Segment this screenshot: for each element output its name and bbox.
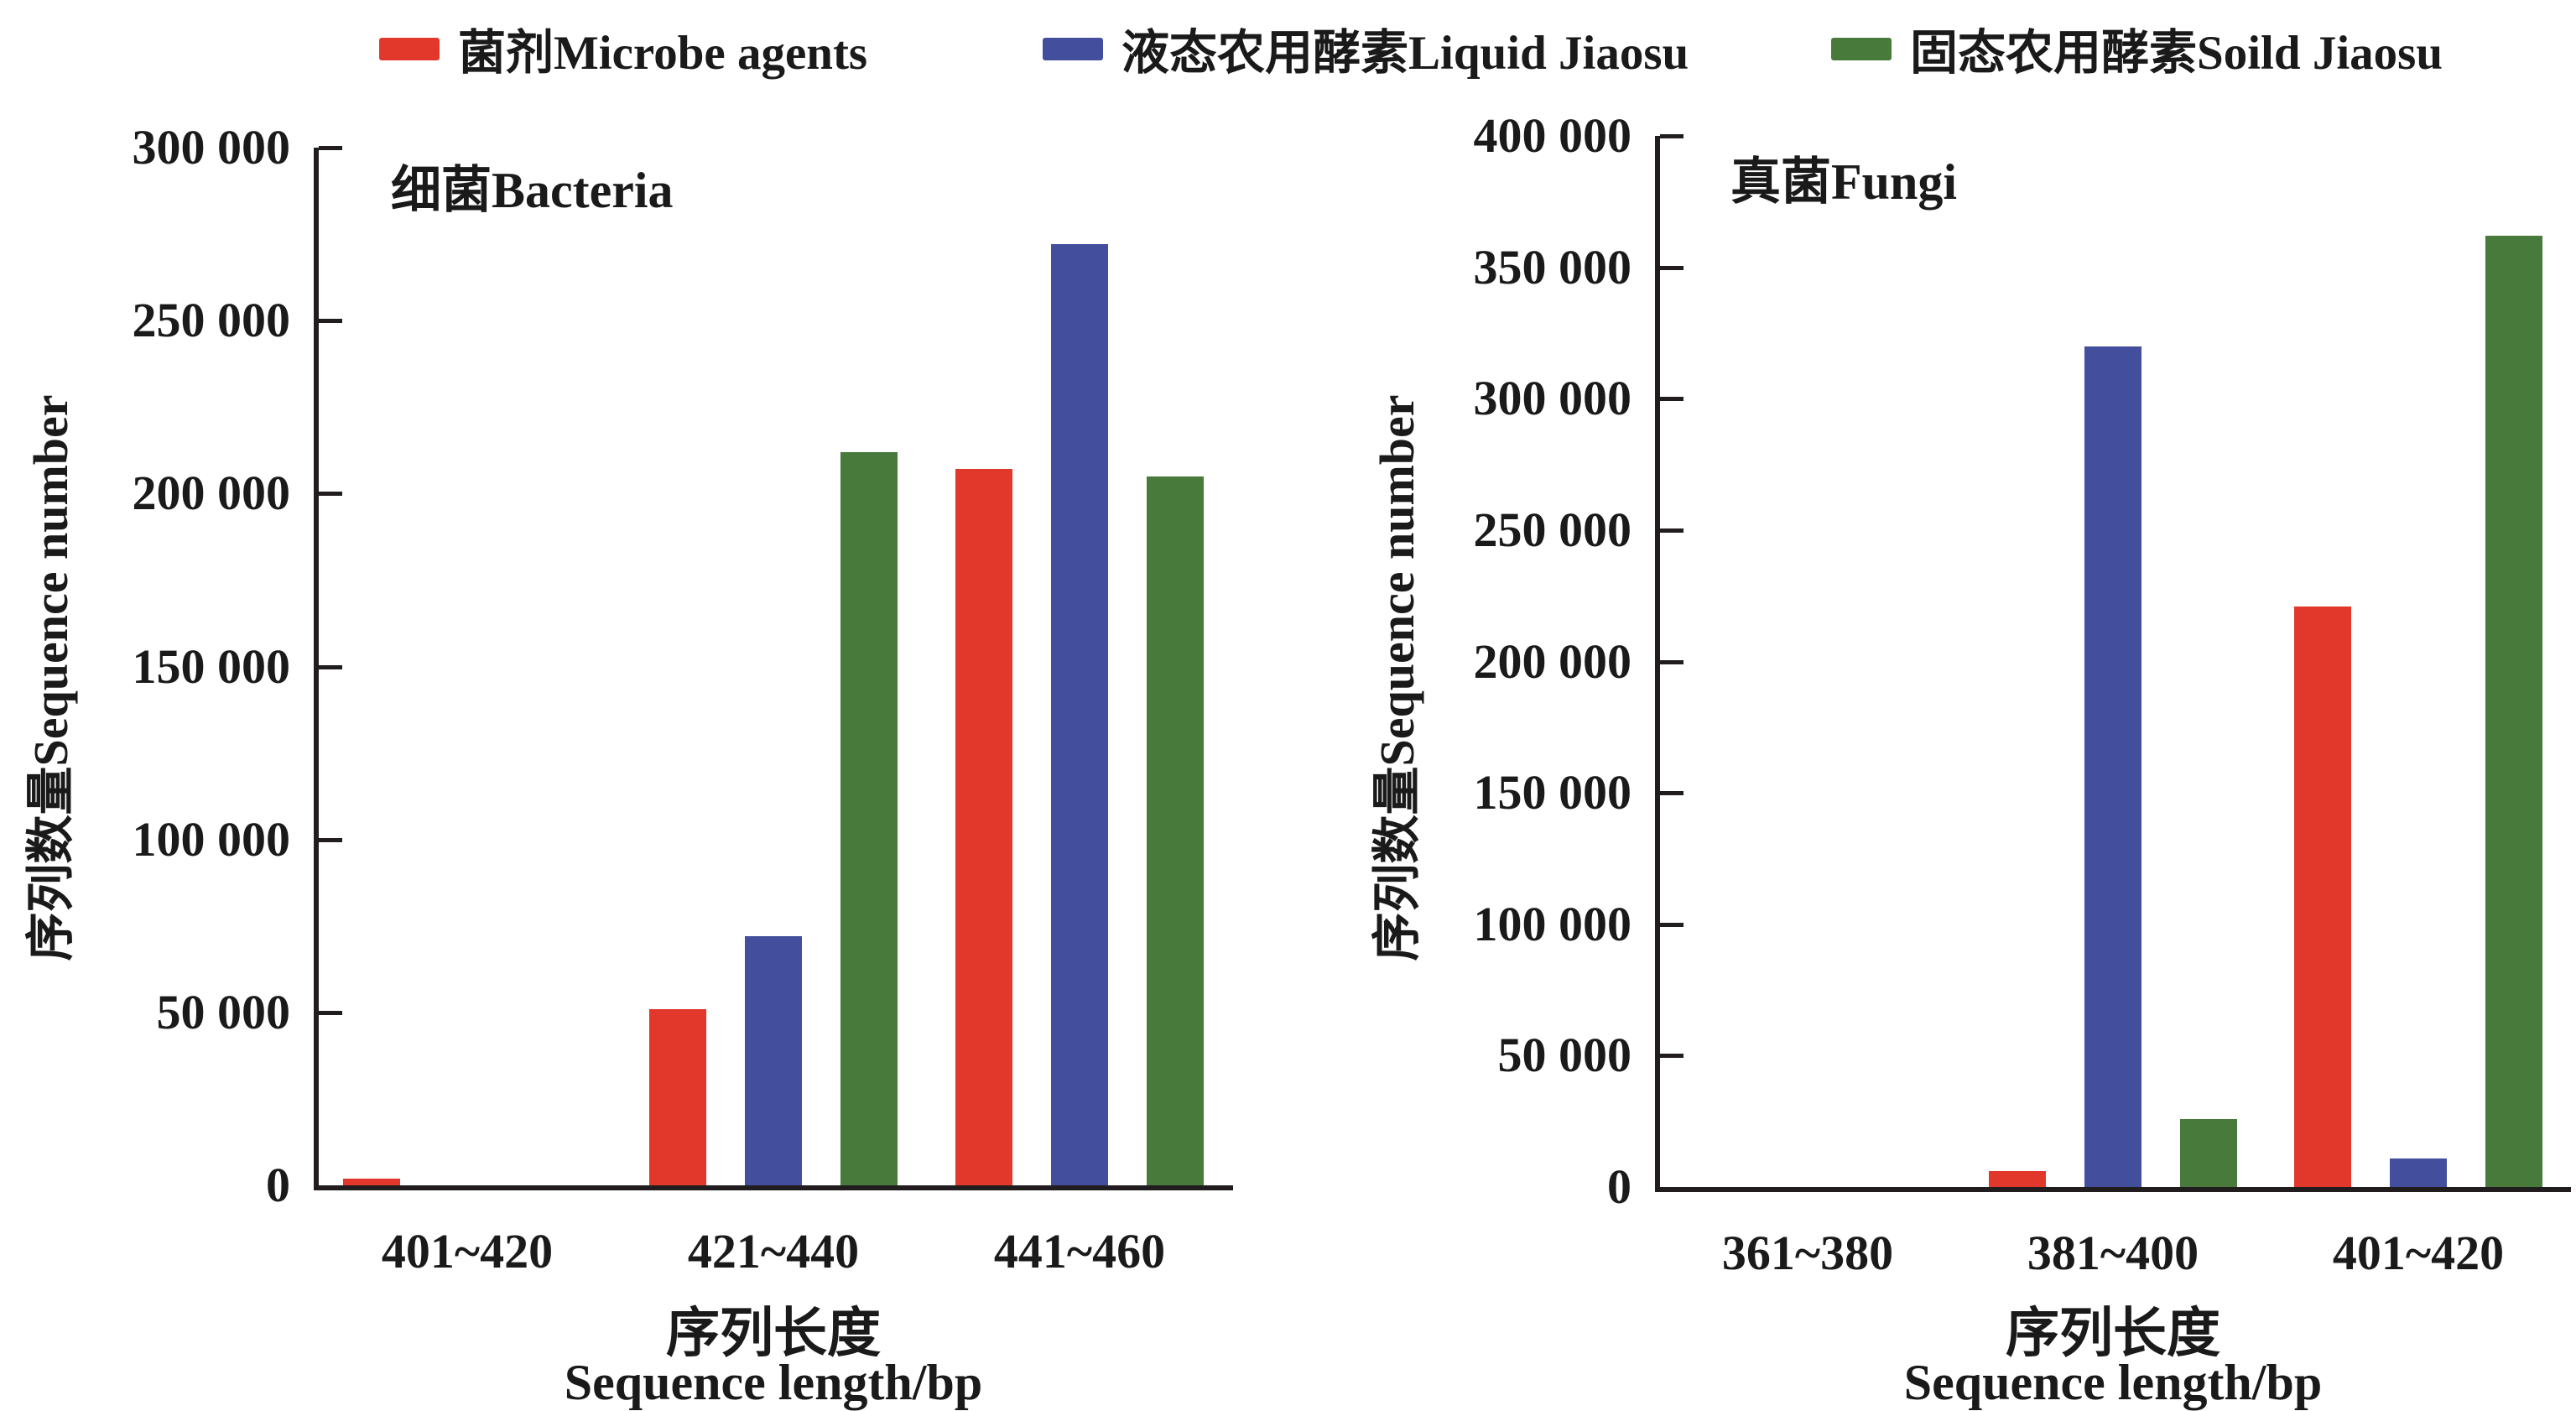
legend-swatch-green: [1831, 37, 1892, 60]
x-axis-label-zh: 序列长度: [666, 1304, 881, 1363]
y-tick-label: 100 000: [132, 812, 291, 867]
legend-swatch-red: [379, 37, 440, 60]
y-axis-tick: [319, 665, 342, 669]
legend-item-liquid-jiaosu: 液态农用酵素Liquid Jiaosu: [1043, 18, 1689, 80]
y-axis-tick: [1660, 134, 1684, 138]
y-axis-tick: [1660, 791, 1684, 795]
y-axis-tick: [319, 492, 342, 496]
legend-label: 液态农用酵素Liquid Jiaosu: [1121, 27, 1689, 80]
y-tick-label: 200 000: [132, 466, 291, 520]
x-axis-label-en: Sequence length/bp: [1903, 1355, 2323, 1410]
y-tick-label: 350 000: [1473, 240, 1632, 294]
legend-swatch-blue: [1043, 37, 1103, 60]
legend-item-solid-jiaosu: 固态农用酵素Soild Jiaosu: [1831, 18, 2443, 80]
y-axis-line: [1655, 136, 1660, 1192]
legend-label: 菌剂Microbe agents: [458, 27, 868, 80]
x-axis-label-zh: 序列长度: [2006, 1304, 2220, 1363]
y-axis-line: [314, 148, 319, 1190]
x-tick-label: 421~440: [687, 1224, 860, 1278]
y-tick-label: 0: [266, 1158, 290, 1212]
y-axis-tick: [1660, 528, 1684, 533]
y-tick-label: 250 000: [132, 293, 291, 347]
panel-title-fungi: 真菌Fungi: [1730, 154, 1958, 210]
bar: [2180, 1119, 2237, 1190]
y-tick-label: 400 000: [1473, 108, 1632, 163]
y-axis-tick: [319, 838, 342, 842]
y-tick-label: 200 000: [1473, 634, 1632, 689]
y-tick-label: 50 000: [1497, 1028, 1632, 1082]
bar: [1989, 1171, 2046, 1190]
bar: [1051, 244, 1108, 1188]
x-tick-label: 401~420: [2332, 1226, 2505, 1280]
y-tick-label: 150 000: [1473, 765, 1632, 820]
y-axis-tick: [1660, 923, 1684, 927]
y-axis-tick: [319, 1011, 342, 1015]
x-axis-line: [314, 1185, 1233, 1190]
bar: [1147, 476, 1204, 1188]
bar: [745, 936, 802, 1188]
y-axis-tick: [319, 319, 342, 323]
x-axis-label-en: Sequence length/bp: [564, 1355, 983, 1410]
bar: [343, 1179, 400, 1188]
y-axis-tick: [319, 146, 342, 150]
y-tick-label: 250 000: [1473, 502, 1632, 557]
x-tick-label: 381~400: [2027, 1226, 2199, 1280]
bar: [955, 469, 1012, 1188]
y-tick-label: 50 000: [156, 985, 291, 1039]
bar: [2294, 607, 2351, 1190]
y-axis-tick: [1660, 1054, 1684, 1058]
bar: [2084, 346, 2141, 1190]
x-tick-label: 361~380: [1721, 1226, 1894, 1280]
y-axis-tick: [1660, 397, 1684, 401]
panel-title-bacteria: 细菌Bacteria: [391, 163, 674, 218]
legend-item-microbe-agents: 菌剂Microbe agents: [379, 18, 867, 80]
y-axis-tick: [1660, 266, 1684, 270]
y-tick-label: 0: [1607, 1159, 1631, 1214]
y-tick-label: 150 000: [132, 639, 291, 694]
x-tick-label: 441~460: [993, 1224, 1166, 1278]
y-tick-label: 300 000: [1473, 371, 1632, 425]
bar: [649, 1009, 706, 1188]
bar: [840, 452, 898, 1188]
bar: [2390, 1158, 2447, 1190]
y-axis-tick: [1660, 660, 1684, 664]
y-tick-label: 100 000: [1473, 897, 1632, 951]
y-tick-label: 300 000: [132, 120, 291, 174]
x-axis-line: [1655, 1187, 2571, 1192]
bar: [2485, 236, 2542, 1190]
x-tick-label: 401~420: [381, 1224, 554, 1278]
legend-label: 固态农用酵素Soild Jiaosu: [1910, 27, 2443, 80]
